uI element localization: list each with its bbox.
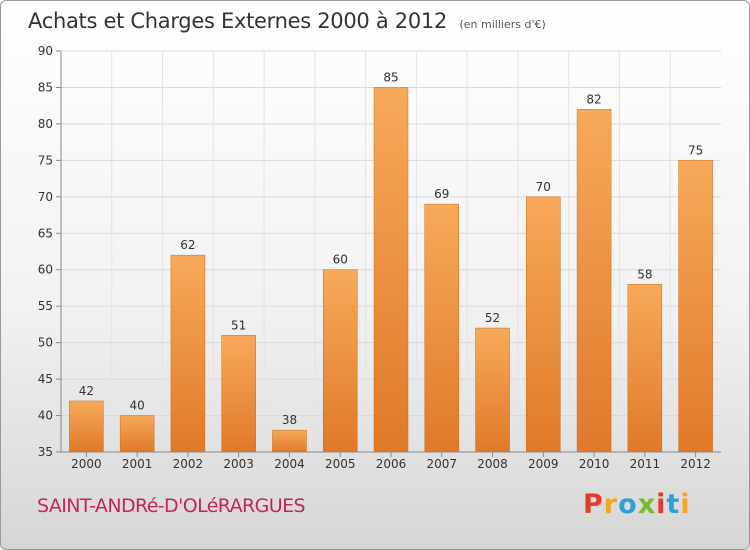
data-label-2011: 58 xyxy=(637,267,652,281)
data-label-2000: 42 xyxy=(79,384,94,398)
x-tick-label-2007: 2007 xyxy=(426,457,457,471)
bar-2000 xyxy=(69,400,104,453)
x-tick-label-2010: 2010 xyxy=(579,457,610,471)
y-tick-label: 85 xyxy=(38,80,53,94)
data-label-2003: 51 xyxy=(231,318,246,332)
data-label-2002: 62 xyxy=(180,238,195,252)
x-tick-label-2001: 2001 xyxy=(122,457,153,471)
x-tick-label-2003: 2003 xyxy=(223,457,254,471)
logo-letter: r xyxy=(603,489,619,520)
y-tick-label: 65 xyxy=(38,226,53,240)
x-tick-label-2008: 2008 xyxy=(477,457,508,471)
commune-name: SAINT-ANDRé-D'OLéRARGUES xyxy=(37,495,306,517)
x-tick-label-2002: 2002 xyxy=(173,457,204,471)
data-label-2010: 82 xyxy=(586,92,601,106)
y-tick-label: 35 xyxy=(38,445,53,459)
y-tick-label: 80 xyxy=(38,117,53,131)
y-tick-label: 45 xyxy=(38,372,53,386)
y-tick-label: 50 xyxy=(38,336,53,350)
y-tick-label: 90 xyxy=(38,44,53,58)
x-tick-label-2000: 2000 xyxy=(71,457,102,471)
data-label-2005: 60 xyxy=(333,253,348,267)
data-label-2006: 85 xyxy=(383,70,398,84)
y-tick-label: 55 xyxy=(38,299,53,313)
y-tick-label: 75 xyxy=(38,153,53,167)
logo-letter: i xyxy=(656,489,667,520)
logo-letter: o xyxy=(618,489,638,520)
data-label-2008: 52 xyxy=(485,311,500,325)
data-label-2009: 70 xyxy=(536,180,551,194)
bars xyxy=(69,87,713,453)
bar-2008 xyxy=(475,327,510,453)
logo-letter: t xyxy=(666,489,681,520)
bar-2011 xyxy=(627,284,663,453)
bar-2007 xyxy=(424,203,460,453)
chart-title: Achats et Charges Externes 2000 à 2012 xyxy=(28,9,448,33)
bar-2006 xyxy=(373,87,409,453)
bar-2004 xyxy=(272,429,307,453)
y-tick-label: 40 xyxy=(38,409,53,423)
y-tick-label: 60 xyxy=(38,263,53,277)
x-tick-label-2011: 2011 xyxy=(630,457,661,471)
logo-letter: i xyxy=(680,489,691,520)
chart-unit: (en milliers d'€) xyxy=(459,18,546,31)
bar-2012 xyxy=(678,160,713,453)
x-tick-label-2005: 2005 xyxy=(325,457,356,471)
bar-2001 xyxy=(119,415,155,453)
y-tick-label: 70 xyxy=(38,190,53,204)
logo-letter: x xyxy=(637,489,657,520)
x-tick-label-2004: 2004 xyxy=(274,457,305,471)
bar-2005 xyxy=(322,269,358,453)
x-tick-label-2009: 2009 xyxy=(528,457,559,471)
data-label-2007: 69 xyxy=(434,187,449,201)
data-label-2001: 40 xyxy=(130,399,145,413)
bar-2002 xyxy=(170,254,206,453)
data-labels: 42 40 62 51 38 60 85 69 52 70 82 58 75 xyxy=(79,70,704,427)
proxiti-logo: Proxiti xyxy=(583,489,691,520)
bar-2010 xyxy=(576,109,612,453)
x-tick-label-2006: 2006 xyxy=(376,457,407,471)
title-row: Achats et Charges Externes 2000 à 2012 (… xyxy=(28,9,546,33)
bar-2009 xyxy=(526,196,561,453)
data-label-2012: 75 xyxy=(688,143,703,157)
data-label-2004: 38 xyxy=(282,413,297,427)
logo-letter: P xyxy=(583,489,604,520)
axes: 35 40 45 50 55 60 65 70 75 80 85 90 2000 2001 2002 2003… xyxy=(38,44,721,471)
x-tick-label-2012: 2012 xyxy=(680,457,711,471)
bar-2003 xyxy=(221,335,256,453)
